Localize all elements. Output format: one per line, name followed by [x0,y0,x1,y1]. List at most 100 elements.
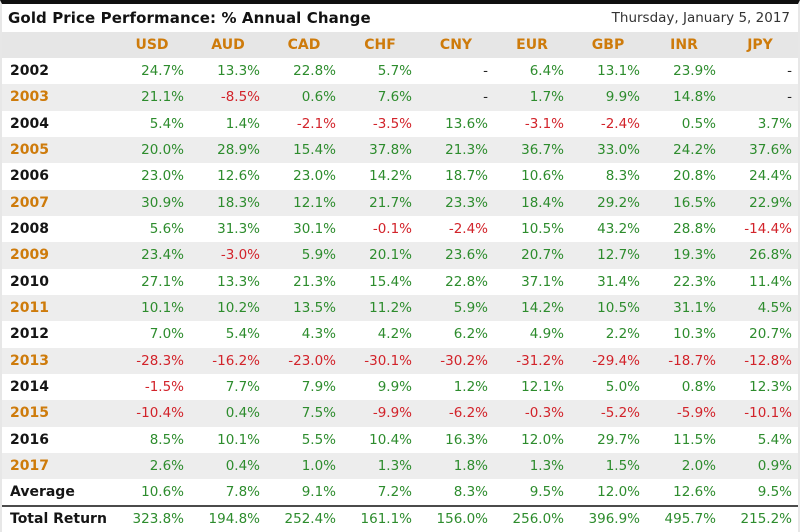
value-cell-2004-gbp: -2.4% [600,115,640,132]
value-cell-2016-usd: 8.5% [149,431,184,448]
value-cell-2011-chf: 11.2% [369,300,412,317]
value-cell-2007-gbp: 29.2% [597,194,640,211]
value-cell-2016-cad: 5.5% [301,431,336,448]
value-cell-2011-aud: 10.2% [217,300,260,317]
value-cell-2013-chf: -30.1% [364,352,412,369]
value-cell-2008-eur: 10.5% [521,221,564,238]
column-header-aud: AUD [190,32,266,58]
row-label-2009: 2009 [10,247,49,264]
value-cell-2010-aud: 13.3% [217,273,260,290]
value-cell-2012-gbp: 2.2% [605,326,640,343]
row-label-2013: 2013 [10,352,49,369]
value-cell-2016-aud: 10.1% [217,431,260,448]
value-cell-2006-jpy: 24.4% [749,168,792,185]
table-row-2008: 2008 5.6% 31.3% 30.1% -0.1% -2.4% 10.5% 43.2% 28… [2,215,798,243]
table-row-2007: 2007 30.9% 18.3% 12.1% 21.7% 23.3% 18.4% 29.2% 1… [2,189,798,216]
value-cell-2013-usd: -28.3% [136,352,184,369]
value-cell-2015-usd: -10.4% [136,405,184,422]
value-cell-total-return-cny: 156.0% [436,511,488,528]
value-cell-2017-jpy: 0.9% [757,458,792,475]
value-cell-2010-usd: 27.1% [141,273,184,290]
value-cell-2016-cny: 16.3% [445,431,488,448]
value-cell-2005-aud: 28.9% [217,142,260,159]
value-cell-2006-usd: 23.0% [141,168,184,185]
value-cell-2002-cny: - [483,63,488,80]
value-cell-2003-aud: -8.5% [220,89,260,106]
value-cell-average-aud: 7.8% [225,483,260,500]
value-cell-2009-usd: 23.4% [141,247,184,264]
column-header-gbp: GBP [570,32,646,58]
value-cell-2017-cad: 1.0% [301,458,336,475]
table-row-2003: 2003 21.1% -8.5% 0.6% 7.6% - 1.7% 9.9% 14.8% - [2,84,798,111]
value-cell-total-return-eur: 256.0% [512,511,564,528]
column-header-inr: INR [646,32,722,58]
value-cell-2007-aud: 18.3% [217,194,260,211]
column-header-chf: CHF [342,32,418,58]
value-cell-average-eur: 9.5% [529,483,564,500]
value-cell-2011-cad: 13.5% [293,300,336,317]
value-cell-2003-inr: 14.8% [673,89,716,106]
value-cell-average-cny: 8.3% [453,483,488,500]
value-cell-2006-eur: 10.6% [521,168,564,185]
value-cell-2002-eur: 6.4% [529,63,564,80]
value-cell-total-return-gbp: 396.9% [588,511,640,528]
value-cell-2011-usd: 10.1% [141,300,184,317]
value-cell-2011-eur: 14.2% [521,300,564,317]
table-row-2013: 2013 -28.3% -16.2% -23.0% -30.1% -30.2% -31.2%… [2,347,798,374]
value-cell-2012-eur: 4.9% [529,326,564,343]
value-cell-average-inr: 12.6% [673,483,716,500]
row-label-2003: 2003 [10,89,49,106]
value-cell-2003-cny: - [483,89,488,106]
value-cell-2002-chf: 5.7% [377,63,412,80]
value-cell-2010-chf: 15.4% [369,273,412,290]
column-header-usd: USD [114,32,190,58]
value-cell-2009-chf: 20.1% [369,247,412,264]
value-cell-2014-usd: -1.5% [144,379,184,396]
value-cell-2009-cad: 5.9% [301,247,336,264]
value-cell-2002-inr: 23.9% [673,63,716,80]
value-cell-average-jpy: 9.5% [757,483,792,500]
value-cell-average-usd: 10.6% [141,483,184,500]
value-cell-2004-chf: -3.5% [372,115,412,132]
value-cell-2011-gbp: 10.5% [597,300,640,317]
value-cell-2010-cny: 22.8% [445,273,488,290]
value-cell-total-return-jpy: 215.2% [740,511,792,528]
value-cell-2004-jpy: 3.7% [757,115,792,132]
value-cell-2012-inr: 10.3% [673,326,716,343]
value-cell-2008-cad: 30.1% [293,221,336,238]
date-label: Thursday, January 5, 2017 [611,10,790,26]
table-row-2002: 2002 24.7% 13.3% 22.8% 5.7% - 6.4% 13.1% 23.9% - [2,58,798,85]
value-cell-2013-cad: -23.0% [288,352,336,369]
value-cell-2016-gbp: 29.7% [597,431,640,448]
row-label-2015: 2015 [10,405,49,422]
value-cell-2007-cad: 12.1% [293,194,336,211]
value-cell-2010-cad: 21.3% [293,273,336,290]
table-row-2012: 2012 7.0% 5.4% 4.3% 4.2% 6.2% 4.9% 2.2% 10.3% 20.… [2,321,798,348]
value-cell-2010-eur: 37.1% [521,273,564,290]
value-cell-2016-jpy: 5.4% [757,431,792,448]
row-label-total-return: Total Return [10,511,107,528]
value-cell-average-cad: 9.1% [301,483,336,500]
value-cell-2003-eur: 1.7% [529,89,564,106]
row-label-2004: 2004 [10,115,49,132]
value-cell-2016-eur: 12.0% [521,431,564,448]
value-cell-2015-aud: 0.4% [225,405,260,422]
value-cell-total-return-inr: 495.7% [664,511,716,528]
value-cell-2004-cny: 13.6% [445,115,488,132]
value-cell-2017-eur: 1.3% [529,458,564,475]
value-cell-2014-gbp: 5.0% [605,379,640,396]
value-cell-2011-cny: 5.9% [453,300,488,317]
value-cell-2006-gbp: 8.3% [605,168,640,185]
row-label-2005: 2005 [10,142,49,159]
row-label-average: Average [10,483,75,500]
value-cell-2016-inr: 11.5% [673,431,716,448]
performance-table: USD AUD CAD CHF CNY EUR GBP INR JPY 2002 24.7% 13.… [2,32,798,532]
value-cell-2008-aud: 31.3% [217,221,260,238]
value-cell-2015-eur: -0.3% [524,405,564,422]
table-row-2015: 2015 -10.4% 0.4% 7.5% -9.9% -6.2% -0.3% -5.2% -5… [2,400,798,427]
value-cell-2005-usd: 20.0% [141,142,184,159]
value-cell-2017-chf: 1.3% [377,458,412,475]
value-cell-2008-jpy: -14.4% [744,221,792,238]
row-label-2010: 2010 [10,273,49,290]
value-cell-2004-inr: 0.5% [681,115,716,132]
